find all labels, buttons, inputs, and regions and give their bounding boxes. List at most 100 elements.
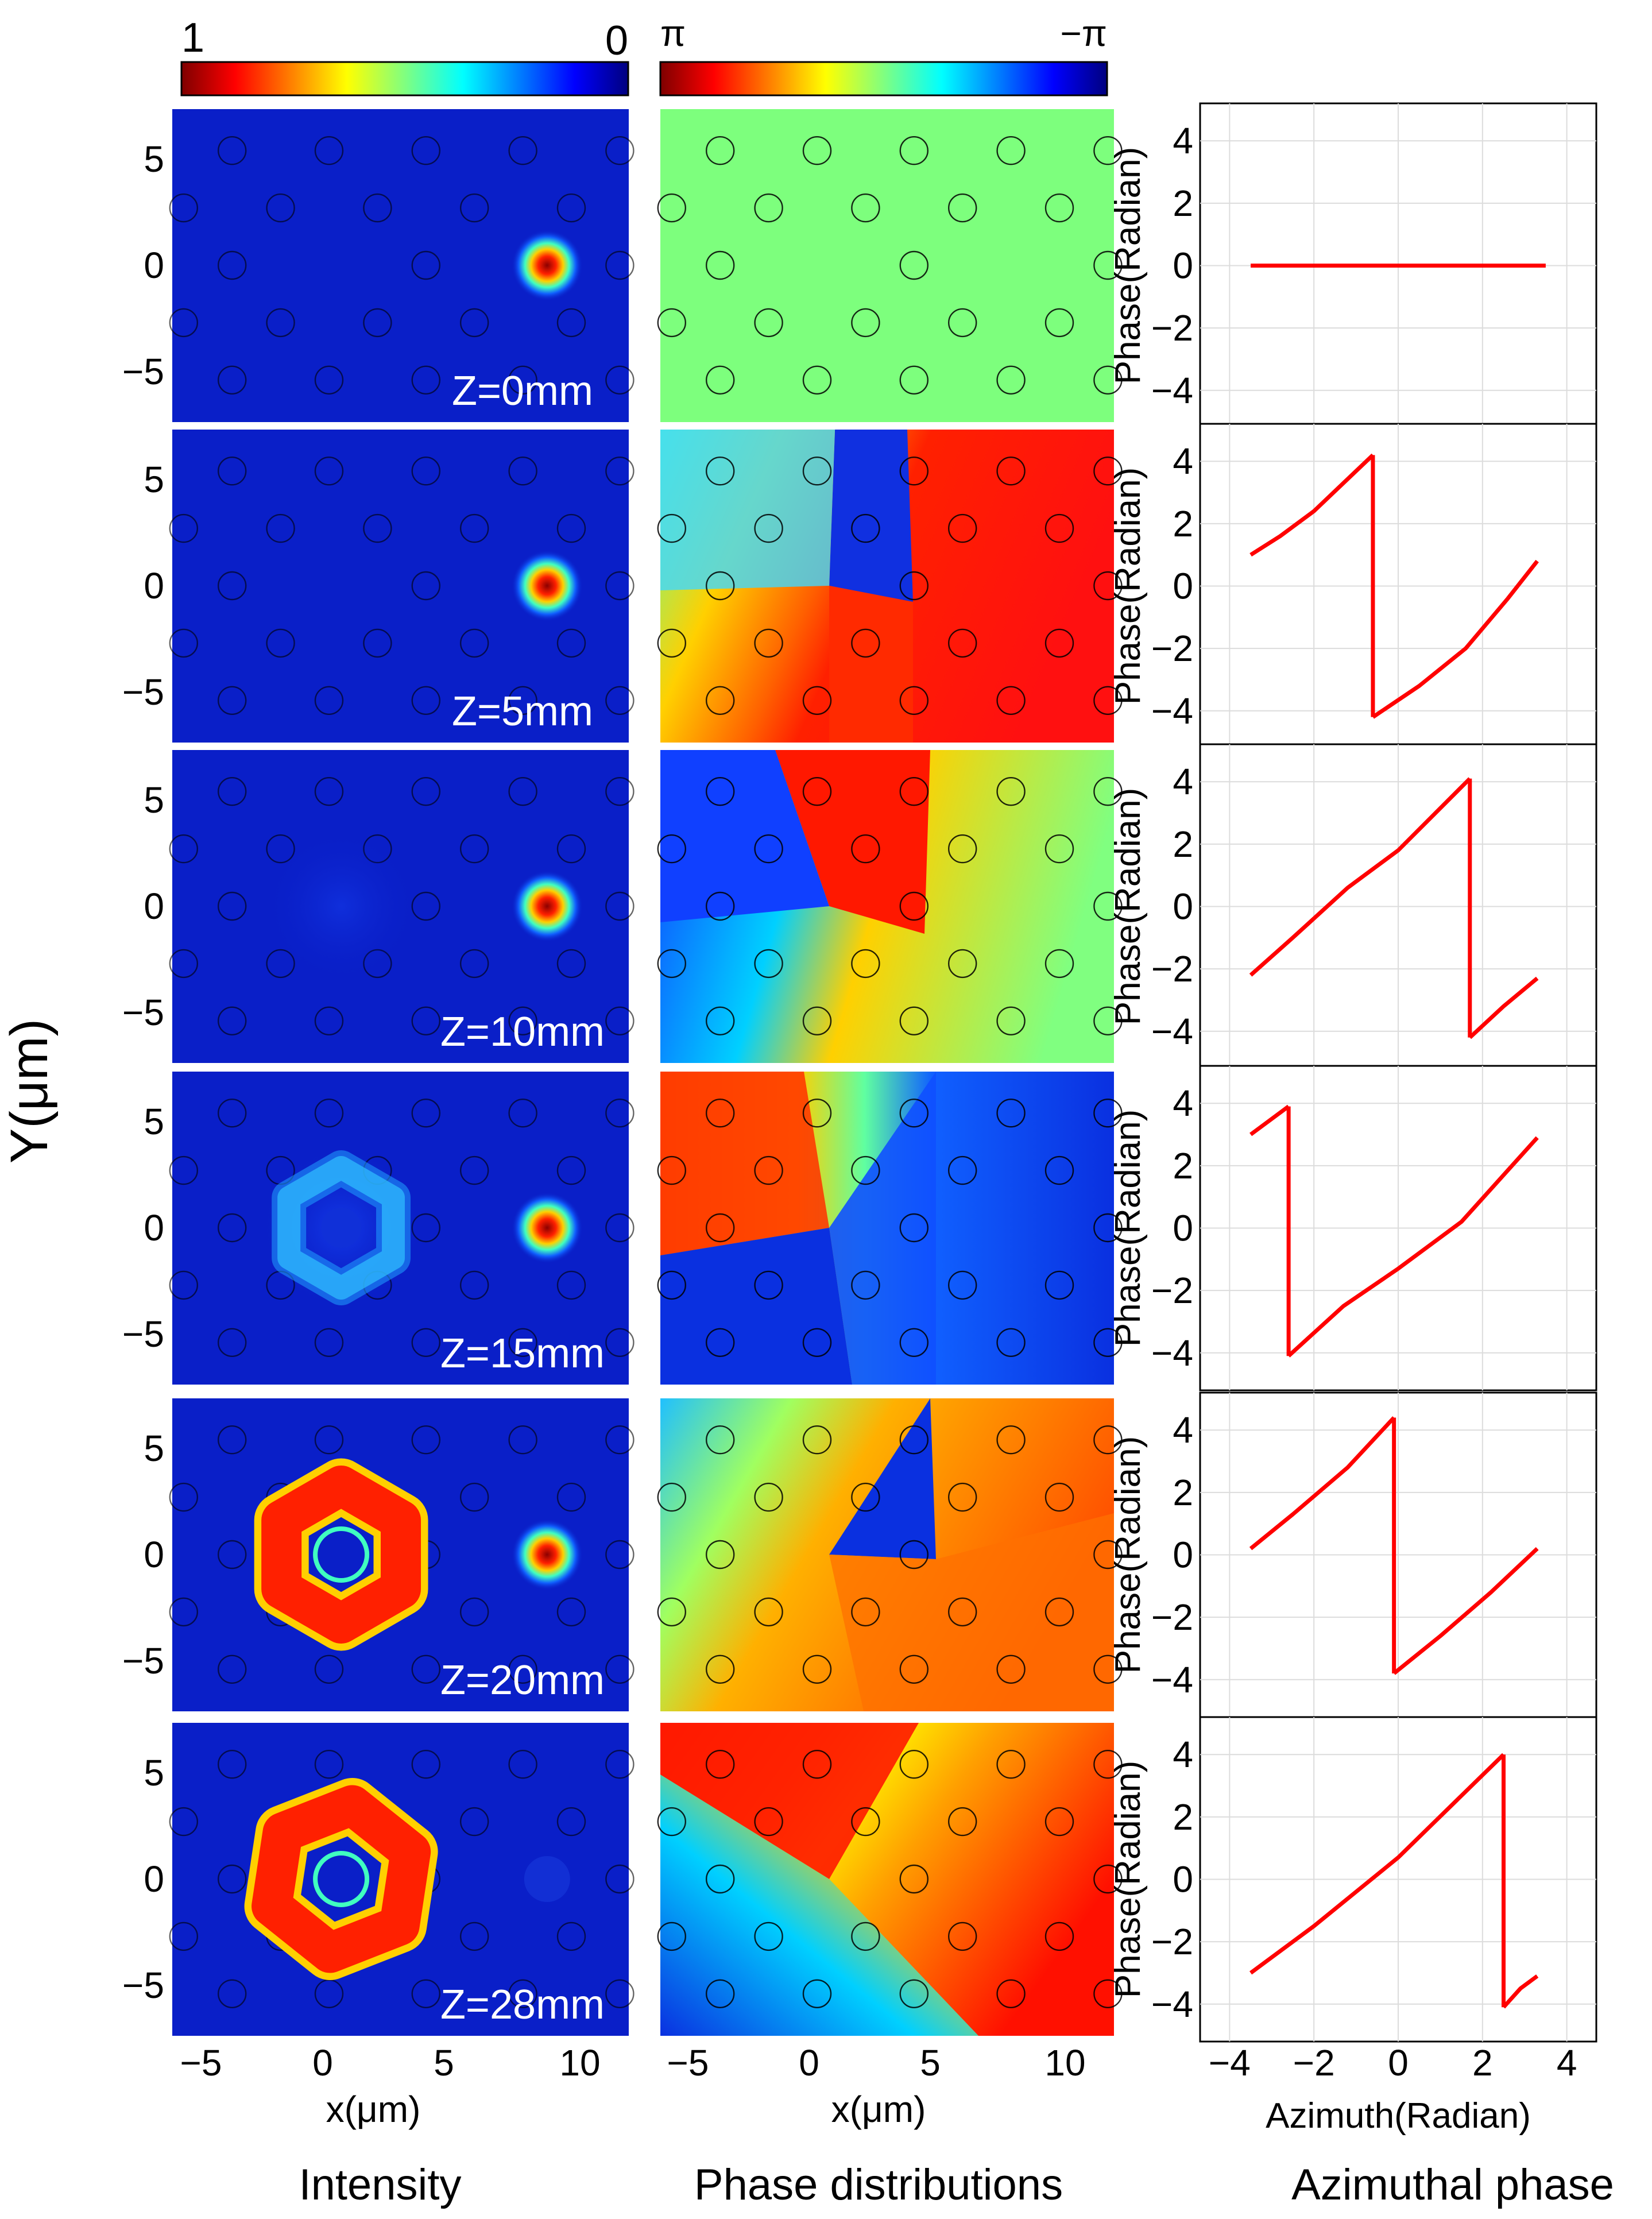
phase-panel xyxy=(657,1723,1123,2036)
y-tick: 0 xyxy=(144,886,164,927)
plot-y-tick: −4 xyxy=(1151,1332,1193,1374)
phase-colorbar-min-label: −π xyxy=(1060,13,1107,54)
y-tick: −5 xyxy=(122,1965,164,2006)
plot-y-tick: −4 xyxy=(1151,370,1193,411)
y-tick: 5 xyxy=(144,1428,164,1469)
air-hole-lattice xyxy=(657,776,1123,1036)
phase-line-segment xyxy=(1249,1104,1290,1136)
plot-y-tick: −4 xyxy=(1151,1011,1193,1052)
plot-y-tick: 2 xyxy=(1173,1145,1193,1186)
phase-line-segment xyxy=(1372,559,1539,719)
z-label: Z=28mm xyxy=(440,1982,605,2028)
intensity-panel: Z=10mm 5 0 −5 xyxy=(122,750,635,1063)
y-tick: −5 xyxy=(122,671,164,713)
intensity-panel: Z=28mm 5 0 −5 xyxy=(122,1723,635,2036)
phase-line-segment xyxy=(1287,1136,1539,1358)
y-axis-label: Y(μm) xyxy=(0,1019,59,1163)
air-hole-lattice xyxy=(657,457,1123,716)
plot-y-tick: 0 xyxy=(1173,566,1193,607)
x-tick: 0 xyxy=(312,2042,333,2083)
phase-line-segment xyxy=(1502,1974,1539,2009)
plot-y-tick: −4 xyxy=(1151,1984,1193,2025)
air-hole-lattice xyxy=(657,1098,1123,1358)
y-tick: 5 xyxy=(144,1101,164,1142)
phase-colorbar: π −π xyxy=(659,13,1108,96)
intensity-panel: Z=0mm 5 0 −5 xyxy=(122,109,635,422)
y-tick: 5 xyxy=(144,138,164,180)
plot-y-tick: 2 xyxy=(1173,1796,1193,1838)
y-tick: 0 xyxy=(144,245,164,286)
plot-y-label: Phase(Radian) xyxy=(1108,1436,1148,1674)
z-label: Z=10mm xyxy=(440,1009,605,1055)
y-tick: 5 xyxy=(144,459,164,500)
plot-y-tick: −2 xyxy=(1151,948,1193,989)
phase-line-segment xyxy=(1468,976,1539,1039)
plot-y-tick: −2 xyxy=(1151,1270,1193,1311)
plot-x-tick: 0 xyxy=(1388,2042,1409,2083)
plot-y-tick: 4 xyxy=(1173,120,1193,161)
plot-y-tick: 4 xyxy=(1173,1409,1193,1451)
phase-panel xyxy=(657,430,1123,743)
plot-x-tick: −2 xyxy=(1293,2042,1335,2083)
plot-y-label: Phase(Radian) xyxy=(1108,1110,1148,1347)
z-label: Z=20mm xyxy=(440,1657,605,1703)
air-hole-lattice xyxy=(169,457,635,716)
intensity-colorbar-min-label: 0 xyxy=(605,18,628,64)
plot-y-tick: 4 xyxy=(1173,761,1193,802)
column-title-phase: Phase distributions xyxy=(694,2160,1063,2209)
plot-y-tick: 4 xyxy=(1173,1083,1193,1124)
y-tick: 0 xyxy=(144,1534,164,1575)
y-tick: 5 xyxy=(144,779,164,821)
phase-panel xyxy=(657,1398,1123,1711)
plot-x-tick: −4 xyxy=(1209,2042,1251,2083)
plot-y-tick: 2 xyxy=(1173,503,1193,544)
y-tick: −5 xyxy=(122,1640,164,1681)
intensity-x-axis: −5 0 5 10 x(μm) xyxy=(180,2042,601,2130)
plot-y-tick: 0 xyxy=(1173,245,1193,287)
air-hole-lattice xyxy=(657,1749,1123,2009)
phase-line-segment xyxy=(1392,1547,1539,1675)
phase-line-segment xyxy=(1249,1416,1396,1551)
x-axis-label: x(μm) xyxy=(831,2089,926,2130)
plot-y-tick: 0 xyxy=(1173,1208,1193,1249)
x-tick: 5 xyxy=(434,2042,454,2083)
intensity-panel: Z=15mm 5 0 −5 xyxy=(122,1072,635,1385)
y-tick: −5 xyxy=(122,1313,164,1355)
y-tick: 0 xyxy=(144,1858,164,1900)
air-hole-lattice xyxy=(657,1425,1123,1684)
x-tick: 5 xyxy=(920,2042,941,2083)
y-tick: 0 xyxy=(144,565,164,606)
plot-y-tick: 0 xyxy=(1173,1859,1193,1900)
y-tick: −5 xyxy=(122,351,164,392)
y-tick: −5 xyxy=(122,992,164,1033)
air-hole-lattice xyxy=(657,136,1123,395)
plot-x-tick: 4 xyxy=(1557,2042,1577,2083)
z-label: Z=15mm xyxy=(440,1331,605,1377)
plot-y-tick: −2 xyxy=(1151,1596,1193,1638)
plot-x-tick: 2 xyxy=(1472,2042,1493,2083)
intensity-colorbar: 1 0 xyxy=(180,15,629,96)
plot-y-tick: 4 xyxy=(1173,1734,1193,1775)
intensity-panel: Z=20mm 5 0 −5 xyxy=(122,1398,635,1711)
plot-y-label: Phase(Radian) xyxy=(1108,1761,1148,1998)
phase-x-axis: −5 0 5 10 x(μm) xyxy=(667,2042,1086,2130)
plot-y-tick: −2 xyxy=(1151,307,1193,349)
plot-y-tick: 2 xyxy=(1173,183,1193,224)
phase-line-segment xyxy=(1249,777,1472,977)
plot-y-label: Phase(Radian) xyxy=(1108,467,1148,705)
plot-y-tick: 2 xyxy=(1173,824,1193,865)
plot-y-tick: 4 xyxy=(1173,440,1193,482)
y-tick: 0 xyxy=(144,1207,164,1248)
y-tick: 5 xyxy=(144,1752,164,1793)
